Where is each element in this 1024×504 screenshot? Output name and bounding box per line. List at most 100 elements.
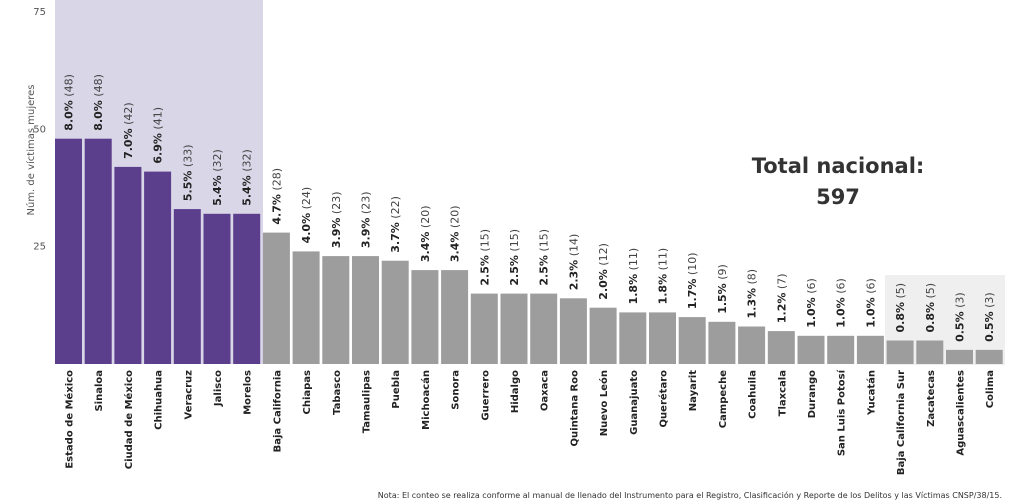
data-label: 1.7% (10) bbox=[686, 253, 699, 310]
bar bbox=[84, 138, 112, 364]
bar bbox=[530, 293, 558, 364]
category-label: Chihuahua bbox=[154, 370, 165, 430]
category-label: San Luis Potosí bbox=[836, 369, 848, 456]
category-label: Quintana Roo bbox=[569, 370, 580, 447]
bars bbox=[55, 138, 1003, 364]
data-label: 2.5% (15) bbox=[538, 229, 551, 286]
bar bbox=[916, 340, 944, 364]
category-label: Morelos bbox=[243, 370, 254, 415]
category-label: Hidalgo bbox=[510, 370, 521, 413]
data-label: 1.0% (6) bbox=[864, 278, 877, 328]
y-tick-label: 75 bbox=[33, 7, 46, 18]
data-label: 4.7% (28) bbox=[270, 168, 283, 225]
bar bbox=[441, 270, 469, 364]
data-label: 8.0% (48) bbox=[92, 74, 105, 131]
data-label: 2.5% (15) bbox=[508, 229, 521, 286]
bar bbox=[649, 312, 676, 364]
data-label: 3.4% (20) bbox=[449, 206, 462, 263]
bar bbox=[352, 256, 379, 364]
category-label: Querétaro bbox=[658, 370, 670, 428]
category-label: Michoacán bbox=[420, 370, 432, 430]
data-label: 3.9% (23) bbox=[360, 192, 373, 249]
bar bbox=[886, 340, 914, 364]
category-label: Zacatecas bbox=[926, 370, 937, 427]
data-label: 8.0% (48) bbox=[63, 74, 76, 131]
bar bbox=[262, 232, 290, 364]
y-tick-label: 25 bbox=[33, 242, 46, 253]
bar bbox=[827, 335, 855, 364]
y-tick-label: 50 bbox=[33, 124, 46, 135]
category-label: Yucatán bbox=[865, 370, 877, 416]
category-label: Chiapas bbox=[302, 370, 313, 415]
data-label: 3.7% (22) bbox=[389, 196, 402, 253]
data-label: 6.9% (41) bbox=[152, 107, 165, 164]
data-label: 1.8% (11) bbox=[627, 248, 640, 305]
data-label: 0.5% (3) bbox=[954, 292, 967, 342]
data-label: 0.5% (3) bbox=[983, 292, 996, 342]
data-label: 5.4% (32) bbox=[241, 149, 254, 206]
data-label: 0.8% (5) bbox=[894, 283, 907, 333]
bar bbox=[233, 213, 261, 364]
chart-note: Nota: El conteo se realiza conforme al m… bbox=[378, 490, 1002, 500]
data-label: 1.0% (6) bbox=[805, 278, 818, 328]
category-label: Jalisco bbox=[213, 370, 224, 407]
bar bbox=[203, 213, 231, 364]
category-labels: Estado de México Sinaloa Ciudad de México C… bbox=[64, 369, 997, 475]
category-label: Tabasco bbox=[332, 370, 343, 415]
bar bbox=[173, 209, 201, 364]
bar bbox=[55, 138, 82, 364]
data-label: 1.3% (8) bbox=[746, 269, 759, 319]
data-label: 5.5% (33) bbox=[181, 145, 194, 202]
category-label: Durango bbox=[807, 370, 818, 418]
data-label: 1.5% (9) bbox=[716, 264, 729, 314]
category-label: Veracruz bbox=[183, 370, 194, 420]
bar bbox=[708, 321, 736, 364]
bar bbox=[678, 317, 706, 364]
bar bbox=[500, 293, 528, 364]
data-label: 2.5% (15) bbox=[478, 229, 491, 286]
data-label: 7.0% (42) bbox=[122, 102, 135, 159]
bar bbox=[144, 171, 172, 364]
category-label: Nuevo León bbox=[598, 370, 610, 436]
category-label: Coahuila bbox=[748, 370, 759, 419]
bar bbox=[975, 349, 1003, 364]
category-label: Aguascalientes bbox=[956, 370, 967, 456]
category-label: Nayarit bbox=[688, 370, 699, 411]
bar bbox=[470, 293, 498, 364]
category-label: Oaxaca bbox=[540, 370, 551, 411]
y-axis-label: Núm. de víctimas mujeres bbox=[25, 84, 37, 215]
category-label: Ciudad de México bbox=[123, 370, 135, 469]
bar bbox=[619, 312, 647, 364]
bar bbox=[738, 326, 766, 364]
total-label-line1: Total nacional: bbox=[752, 154, 925, 178]
bar bbox=[292, 251, 320, 364]
data-label: 1.0% (6) bbox=[835, 278, 848, 328]
bar bbox=[559, 298, 587, 364]
data-label: 5.4% (32) bbox=[211, 149, 224, 206]
category-label: Baja California bbox=[272, 370, 283, 452]
bar bbox=[322, 256, 350, 364]
category-label: Estado de México bbox=[64, 370, 76, 469]
y-axis: 25 50 75 bbox=[33, 7, 46, 253]
category-label: Puebla bbox=[391, 370, 402, 409]
bar bbox=[114, 166, 142, 364]
category-label: Guanajuato bbox=[629, 370, 640, 435]
category-label: Tamaulipas bbox=[362, 370, 373, 433]
data-label: 2.3% (14) bbox=[567, 234, 580, 291]
bar bbox=[856, 335, 884, 364]
data-label: 0.8% (5) bbox=[924, 283, 937, 333]
data-label: 3.9% (23) bbox=[330, 192, 343, 249]
bar bbox=[589, 307, 617, 364]
data-label: 3.4% (20) bbox=[419, 206, 432, 263]
category-label: Baja California Sur bbox=[896, 370, 907, 475]
category-label: Tlaxcala bbox=[777, 370, 788, 416]
category-label: Campeche bbox=[718, 370, 729, 428]
data-label: 1.2% (7) bbox=[775, 274, 788, 324]
category-label: Sonora bbox=[451, 370, 462, 410]
data-labels: 8.0% (48) 8.0% (48) 7.0% (42) 6.9% (41) 5.5%… bbox=[63, 74, 997, 342]
data-label: 4.0% (24) bbox=[300, 187, 313, 244]
bar bbox=[797, 335, 825, 364]
bar bbox=[767, 331, 795, 364]
data-label: 1.8% (11) bbox=[657, 248, 670, 305]
category-label: Sinaloa bbox=[94, 370, 105, 412]
